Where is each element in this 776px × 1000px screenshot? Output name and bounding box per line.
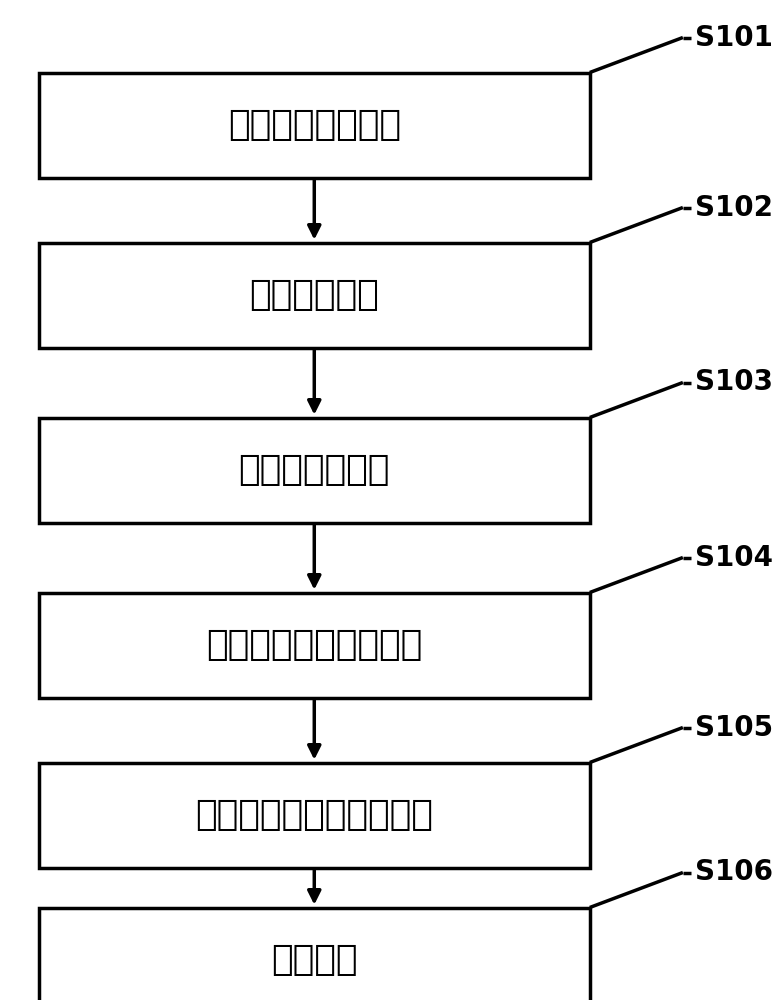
- Text: 多分类模型参数预优化: 多分类模型参数预优化: [206, 628, 422, 662]
- Bar: [39, 73, 590, 178]
- Text: 工作信号数据处理: 工作信号数据处理: [228, 108, 400, 142]
- Text: S104: S104: [695, 544, 773, 572]
- Text: 故障诊断: 故障诊断: [271, 943, 358, 977]
- Text: 多分类模型参数再次优化: 多分类模型参数再次优化: [196, 798, 433, 832]
- Text: S105: S105: [695, 714, 773, 742]
- Bar: [39, 242, 590, 348]
- Text: S106: S106: [695, 858, 773, 886]
- Text: S102: S102: [695, 194, 773, 222]
- Text: S103: S103: [695, 368, 773, 396]
- Bar: [39, 592, 590, 698]
- Bar: [39, 908, 590, 1000]
- Text: S101: S101: [695, 23, 772, 51]
- Text: 获取训练样本: 获取训练样本: [249, 278, 379, 312]
- Bar: [39, 418, 590, 522]
- Bar: [39, 762, 590, 867]
- Text: 构建多分类模型: 构建多分类模型: [238, 453, 390, 487]
